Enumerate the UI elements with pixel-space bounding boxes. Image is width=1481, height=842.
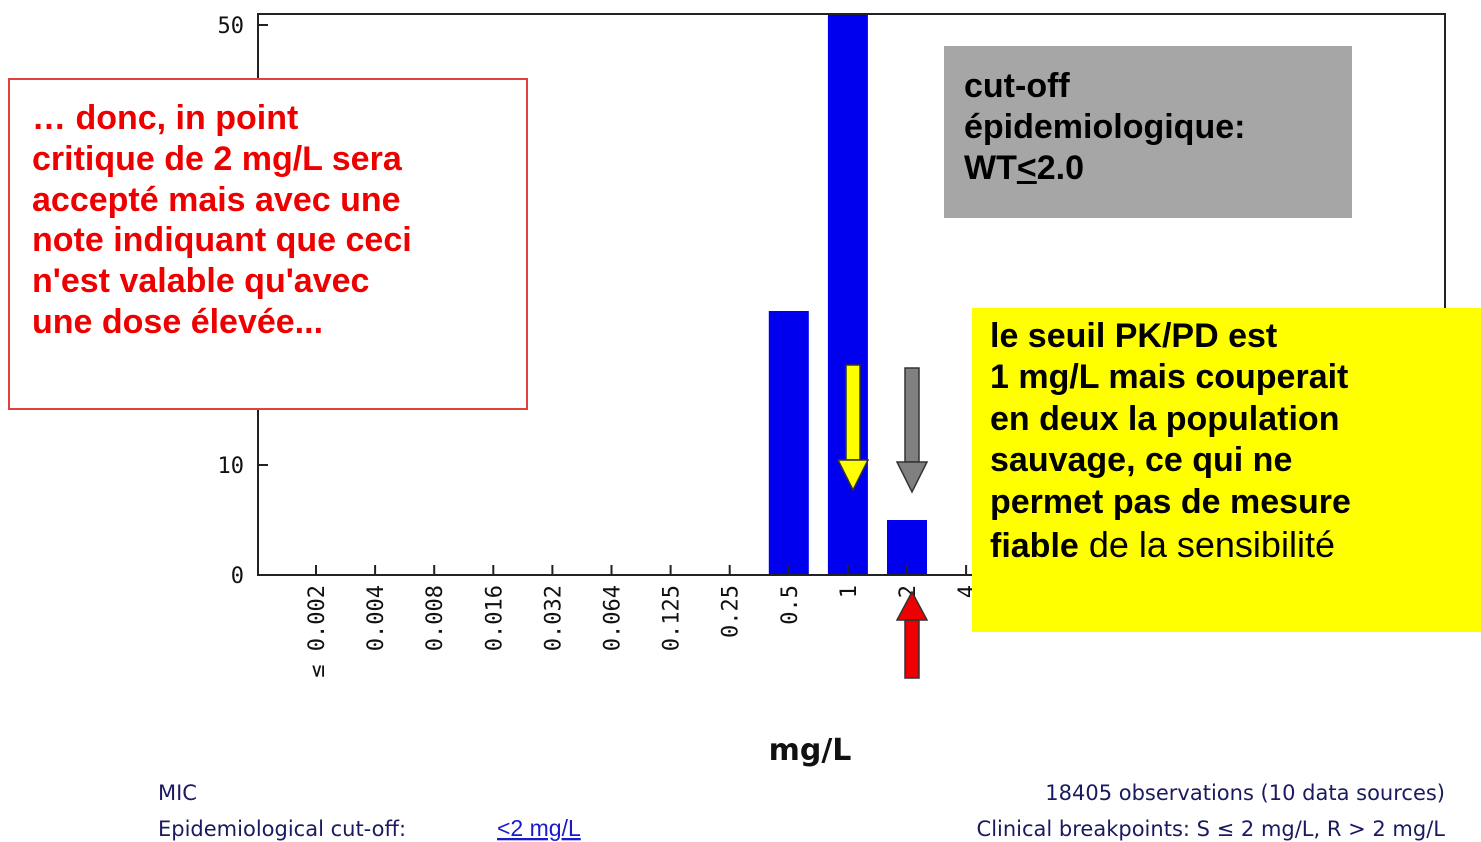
pkpd-line: fiable de la sensibilité bbox=[990, 523, 1481, 567]
footer-text: Clinical breakpoints: S ≤ 2 mg/L, R > 2 … bbox=[977, 817, 1446, 841]
pkpd-line: sauvage, ce qui ne bbox=[990, 441, 1293, 480]
x-tick-label: 0.016 bbox=[482, 585, 507, 651]
note-line: note indiquant que ceci bbox=[32, 221, 412, 260]
note-line: n'est valable qu'avec bbox=[32, 262, 370, 301]
y-tick-label: 0 bbox=[231, 564, 244, 589]
cutoff-line: WT<2.0 bbox=[964, 148, 1352, 189]
red-arrow bbox=[895, 590, 929, 679]
note-line: … donc, in point bbox=[32, 99, 299, 137]
footer-text: MIC bbox=[158, 781, 197, 805]
pkpd-line: 1 mg/L mais couperait bbox=[990, 358, 1349, 397]
x-tick-label: 0.032 bbox=[541, 585, 566, 651]
x-axis-label: mg/L bbox=[769, 733, 852, 768]
note-line: accepté mais avec une bbox=[32, 180, 401, 219]
bars bbox=[768, 14, 927, 575]
bar bbox=[827, 14, 868, 575]
x-tick-label: 2 bbox=[896, 585, 921, 598]
cutoff-text: WT bbox=[964, 148, 1017, 187]
cutoff-box: cut-off épidemiologique: WT<2.0 bbox=[944, 46, 1352, 218]
cutoff-line: épidemiologique: bbox=[964, 107, 1246, 146]
note-box: … donc, in point critique de 2 mg/L sera… bbox=[8, 78, 528, 410]
cutoff-text: 2.0 bbox=[1036, 148, 1084, 187]
cutoff-text: <2 mg/L bbox=[497, 815, 581, 841]
x-tick-label: 0.064 bbox=[601, 585, 626, 651]
note-line: critique de 2 mg/L sera bbox=[32, 139, 402, 178]
cutoff-line: cut-off bbox=[964, 67, 1070, 105]
x-tick-label: 0.125 bbox=[660, 585, 685, 651]
x-tick-label: 0.5 bbox=[778, 585, 803, 625]
x-tick-label: 0.008 bbox=[423, 585, 448, 651]
y-tick-label: 10 bbox=[218, 454, 245, 479]
note-line: une dose élevée... bbox=[32, 302, 324, 341]
x-tick-label: 1 bbox=[837, 585, 862, 598]
pkpd-line: permet pas de mesure bbox=[990, 482, 1351, 521]
footer-text: Epidemiological cut-off: bbox=[158, 817, 406, 841]
x-tick-label: 0.25 bbox=[719, 585, 744, 638]
pkpd-text: fiable bbox=[990, 527, 1079, 566]
cutoff-text: < bbox=[1016, 148, 1037, 187]
pkpd-line: le seuil PK/PD est bbox=[990, 317, 1278, 355]
bar bbox=[768, 311, 809, 575]
pkpd-text: de la sensibilité bbox=[1078, 524, 1335, 566]
yellow-arrow bbox=[836, 364, 870, 492]
grey-arrow bbox=[895, 367, 929, 494]
pkpd-line: en deux la population bbox=[990, 399, 1340, 438]
x-tick-label: ≤ 0.002 bbox=[305, 585, 330, 678]
y-tick-label: 50 bbox=[218, 14, 245, 39]
x-tick-label: 0.004 bbox=[364, 585, 389, 651]
footer-text: 18405 observations (10 data sources) bbox=[1045, 781, 1445, 805]
pkpd-box: le seuil PK/PD est 1 mg/L mais couperait… bbox=[972, 308, 1481, 632]
